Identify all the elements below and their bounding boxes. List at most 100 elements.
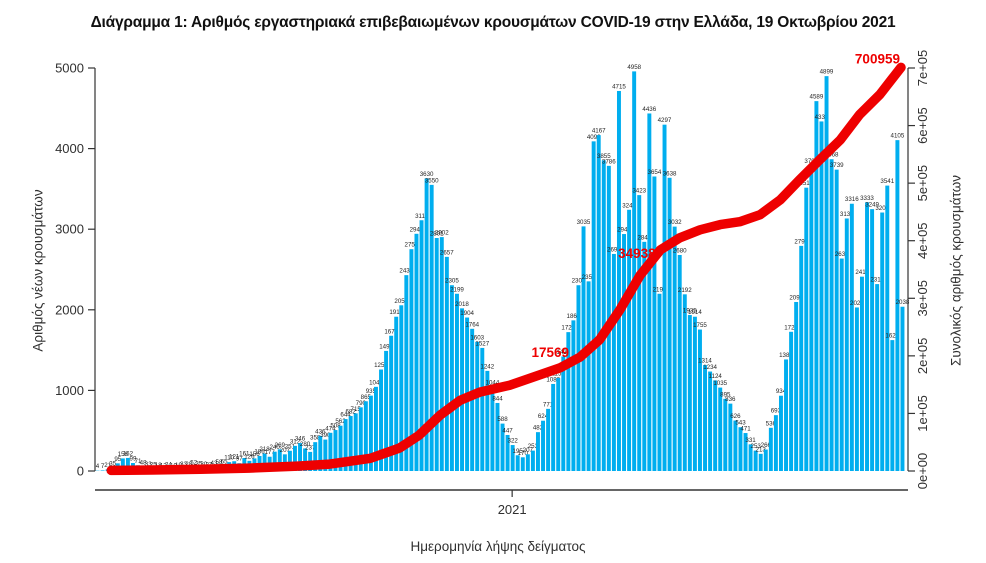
- bar-value-label: 1242: [480, 363, 494, 370]
- bar: [515, 455, 520, 471]
- bar: [525, 454, 530, 471]
- bar-value-label: 99: [130, 456, 137, 463]
- bar: [379, 369, 384, 471]
- bar-value-label: 2192: [678, 287, 692, 294]
- bar: [687, 315, 692, 471]
- bar-value-label: 1384: [779, 352, 793, 359]
- bar-value-label: 934: [776, 388, 787, 395]
- bar-value-label: 322: [508, 438, 519, 445]
- bar: [799, 245, 804, 471]
- bar: [429, 184, 434, 471]
- bar: [723, 398, 728, 471]
- bar-value-label: 266: [761, 442, 772, 449]
- bar-value-label: 95: [114, 456, 121, 463]
- bar-value-label: 4090: [587, 134, 601, 141]
- bar: [895, 140, 900, 471]
- bar: [596, 135, 601, 471]
- bar-value-label: 1314: [698, 358, 712, 365]
- bar: [546, 408, 551, 471]
- bar-value-label: 35: [109, 461, 116, 468]
- bar: [703, 365, 708, 471]
- bar: [778, 395, 783, 471]
- bar: [627, 209, 632, 471]
- bar: [318, 435, 323, 471]
- bar: [880, 212, 885, 471]
- bar: [556, 378, 561, 471]
- bar-value-label: 2902: [435, 230, 449, 237]
- bar-value-label: 4715: [612, 84, 626, 91]
- bar-value-label: 269: [275, 442, 286, 449]
- bar: [758, 453, 763, 471]
- bar: [298, 443, 303, 471]
- bar: [368, 395, 373, 471]
- bar: [743, 433, 748, 471]
- bar: [343, 419, 348, 471]
- bar-value-label: 213: [756, 446, 767, 453]
- bar-value-label: 3111: [415, 213, 428, 220]
- bar-value-label: 2038: [896, 299, 910, 306]
- bar: [389, 335, 394, 471]
- bar: [647, 113, 652, 472]
- y-left-tick-label: 4000: [55, 141, 84, 156]
- bar: [763, 449, 768, 471]
- bar: [718, 387, 723, 471]
- bar-value-label: 156: [249, 451, 260, 458]
- bar-value-label: 2353: [582, 274, 596, 281]
- bar-value-label: 2199: [653, 286, 667, 293]
- bar-value-label: 162: [123, 450, 134, 457]
- bar-value-label: 71: [135, 458, 142, 465]
- milestone-label: 17569: [531, 345, 569, 360]
- bar: [530, 450, 535, 471]
- x-axis-label: Ημερομηνία λήψης δείγματος: [410, 539, 586, 554]
- bar-value-label: 1124: [709, 373, 723, 380]
- bar-value-label: 3630: [420, 171, 434, 178]
- bar-value-label: 562: [335, 418, 346, 425]
- bar-value-label: 3541: [880, 178, 894, 185]
- bar: [692, 316, 697, 471]
- bar: [399, 305, 404, 471]
- bar: [844, 218, 849, 471]
- bar-value-label: 3241: [622, 202, 636, 209]
- bar-value-label: 390: [320, 432, 331, 439]
- y-left-tick-label: 0: [77, 464, 84, 479]
- bar-value-label: 1935: [683, 308, 697, 315]
- bar-value-label: 2793: [794, 238, 808, 245]
- milestone-label: 34938: [618, 246, 656, 261]
- bar-value-label: 1914: [688, 309, 702, 316]
- bar-value-label: 1259: [374, 362, 388, 369]
- bar-value-label: 35: [195, 461, 202, 468]
- bar: [642, 241, 647, 471]
- bar: [814, 101, 819, 471]
- bar-value-label: 186: [254, 449, 265, 456]
- bar: [277, 449, 282, 471]
- bar-value-label: 790: [356, 400, 367, 407]
- bar: [444, 256, 449, 471]
- bar: [682, 294, 687, 471]
- bar: [859, 276, 864, 471]
- bar-value-label: 474: [325, 425, 336, 432]
- bar: [551, 383, 556, 471]
- bar-value-label: 2097: [789, 295, 803, 302]
- bar-value-label: 177: [265, 449, 276, 456]
- bar-value-label: 3032: [668, 219, 682, 226]
- bar: [708, 371, 713, 471]
- bar-value-label: 482: [533, 425, 544, 432]
- bar-value-label: 4899: [820, 69, 834, 76]
- bar-value-label: 121: [229, 454, 240, 461]
- bar: [384, 350, 389, 471]
- bar: [424, 178, 429, 472]
- bar-value-label: 644: [340, 412, 351, 419]
- bar: [358, 407, 363, 471]
- bar: [819, 121, 824, 471]
- bar: [419, 220, 424, 471]
- bar: [804, 187, 809, 471]
- bar-value-label: 346: [295, 436, 306, 443]
- total-cases-label: 700959: [855, 51, 900, 66]
- bar: [849, 203, 854, 472]
- bar: [561, 356, 566, 471]
- bar: [591, 141, 596, 471]
- bar: [449, 285, 454, 471]
- bar: [576, 285, 581, 471]
- bar-value-label: 3550: [425, 177, 439, 184]
